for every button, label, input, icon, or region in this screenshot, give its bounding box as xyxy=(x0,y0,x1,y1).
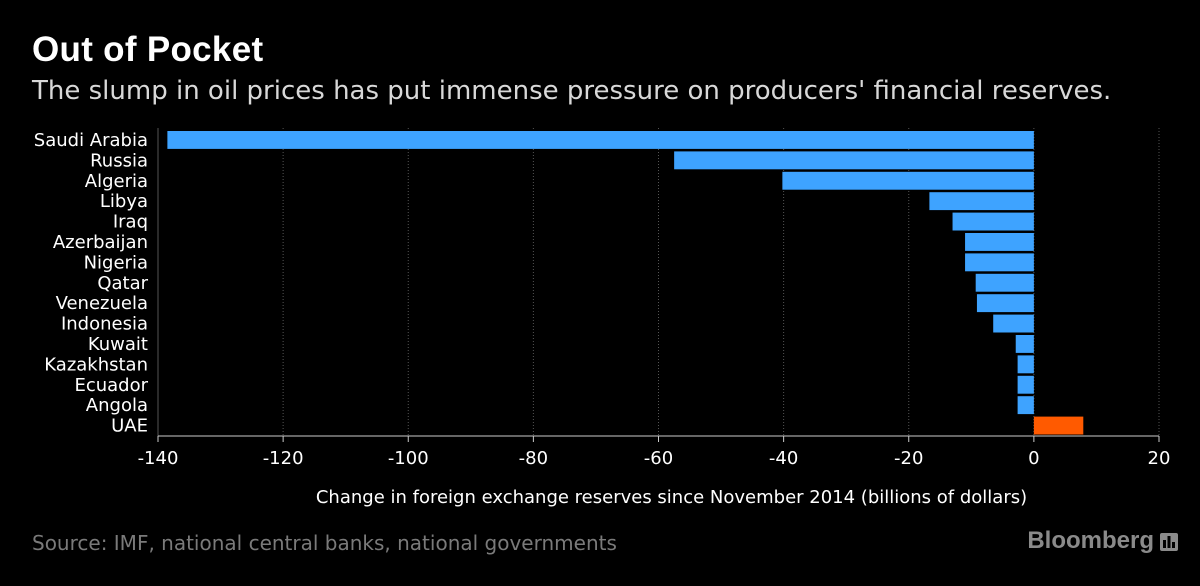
category-label: Libya xyxy=(100,191,148,212)
x-tick-label: -40 xyxy=(769,448,798,469)
bar-chart-icon xyxy=(1160,533,1178,551)
x-tick-label: -60 xyxy=(644,448,673,469)
category-label: Angola xyxy=(86,395,148,416)
category-label: Indonesia xyxy=(61,314,148,335)
x-tick-label: -140 xyxy=(138,448,179,469)
bar xyxy=(929,192,1034,211)
category-label: Algeria xyxy=(85,171,148,192)
category-label: Ecuador xyxy=(74,375,148,396)
bar xyxy=(1017,396,1034,415)
x-tick-label: -120 xyxy=(263,448,304,469)
category-label: Kazakhstan xyxy=(44,354,148,375)
bar xyxy=(1017,375,1034,394)
bar xyxy=(782,171,1034,190)
chart-subtitle: The slump in oil prices has put immense … xyxy=(32,76,1112,106)
category-label: Saudi Arabia xyxy=(34,130,148,151)
chart-title: Out of Pocket xyxy=(32,30,264,69)
bar xyxy=(1017,355,1034,374)
category-label: Kuwait xyxy=(88,334,148,355)
x-tick-label: -100 xyxy=(388,448,429,469)
source-note: Source: IMF, national central banks, nat… xyxy=(32,531,617,555)
x-tick-label: -80 xyxy=(519,448,548,469)
category-label: Nigeria xyxy=(84,252,148,273)
x-tick-label: 20 xyxy=(1148,448,1171,469)
bar xyxy=(975,273,1034,292)
category-label: Venezuela xyxy=(56,293,148,314)
bar xyxy=(167,131,1034,149)
bloomberg-logo: Bloomberg xyxy=(1027,527,1178,555)
bar xyxy=(965,233,1034,251)
x-axis-title: Change in foreign exchange reserves sinc… xyxy=(316,487,1027,508)
category-label: Azerbaijan xyxy=(53,232,148,253)
bar xyxy=(1015,335,1034,353)
bar xyxy=(965,253,1034,272)
x-tick-label: 0 xyxy=(1028,448,1039,469)
bar xyxy=(674,151,1034,170)
category-label: Qatar xyxy=(97,273,148,294)
bar xyxy=(1033,416,1084,435)
category-label: Russia xyxy=(90,150,148,171)
bar xyxy=(952,212,1034,231)
bar xyxy=(993,314,1034,333)
x-tick-label: -20 xyxy=(894,448,923,469)
category-label: Iraq xyxy=(113,212,148,233)
category-label: UAE xyxy=(111,416,148,437)
brand-name: Bloomberg xyxy=(1027,527,1154,554)
bar xyxy=(976,294,1034,313)
